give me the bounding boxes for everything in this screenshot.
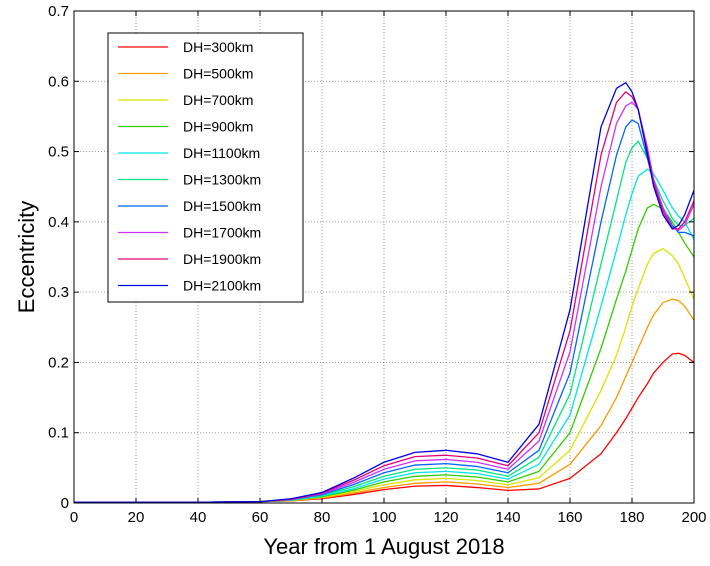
x-tick-label: 20 xyxy=(128,509,145,526)
series-line-dh-2100km xyxy=(74,82,695,503)
y-tick-label: 0.7 xyxy=(48,3,69,20)
series-line-dh-1900km xyxy=(74,91,695,503)
y-tick-label: 0.3 xyxy=(48,284,69,301)
legend-label: DH=700km xyxy=(183,92,253,108)
legend-label: DH=1300km xyxy=(183,172,261,188)
plot-area xyxy=(74,11,695,503)
x-tick-label: 180 xyxy=(619,509,644,526)
x-tick-label: 40 xyxy=(190,509,207,526)
legend-label: DH=900km xyxy=(183,119,253,135)
legend-label: DH=1700km xyxy=(183,225,261,241)
y-tick-label: 0.1 xyxy=(48,425,69,442)
legend-label: DH=500km xyxy=(183,66,253,82)
x-axis-label: Year from 1 August 2018 xyxy=(263,534,504,559)
x-tick-label: 160 xyxy=(557,509,582,526)
x-tick-label: 80 xyxy=(314,509,331,526)
legend: DH=300km DH=500km DH=700km DH=900km DH=1100k… xyxy=(107,32,304,303)
x-tick-label: 60 xyxy=(252,509,269,526)
x-tick-label: 0 xyxy=(70,509,78,526)
series-line-dh-500km xyxy=(74,298,695,503)
legend-label: DH=1500km xyxy=(183,198,261,214)
y-tick-label: 0.2 xyxy=(48,354,69,371)
y-tick-label: 0.4 xyxy=(48,214,69,231)
y-tick-label: 0.5 xyxy=(48,144,69,161)
x-tick-label: 100 xyxy=(371,509,396,526)
x-tick-label: 140 xyxy=(495,509,520,526)
x-tick-label: 200 xyxy=(681,509,706,526)
y-tick-label: 0.6 xyxy=(48,73,69,90)
legend-label: DH=1100km xyxy=(183,145,260,161)
axes: 0 20 40 60 80 100 120 140 160 180 200 0 0.1 0.2 0.3 0.4… xyxy=(48,3,706,526)
legend-box xyxy=(107,32,304,303)
legend-label: DH=1900km xyxy=(183,251,261,267)
y-tick-label: 0 xyxy=(61,495,69,512)
y-axis-label: Eccentricity xyxy=(14,201,39,313)
legend-label: DH=300km xyxy=(183,39,253,55)
legend-label: DH=2100km xyxy=(183,278,261,294)
x-tick-label: 120 xyxy=(433,509,458,526)
series-line-dh-1100km xyxy=(74,168,695,503)
